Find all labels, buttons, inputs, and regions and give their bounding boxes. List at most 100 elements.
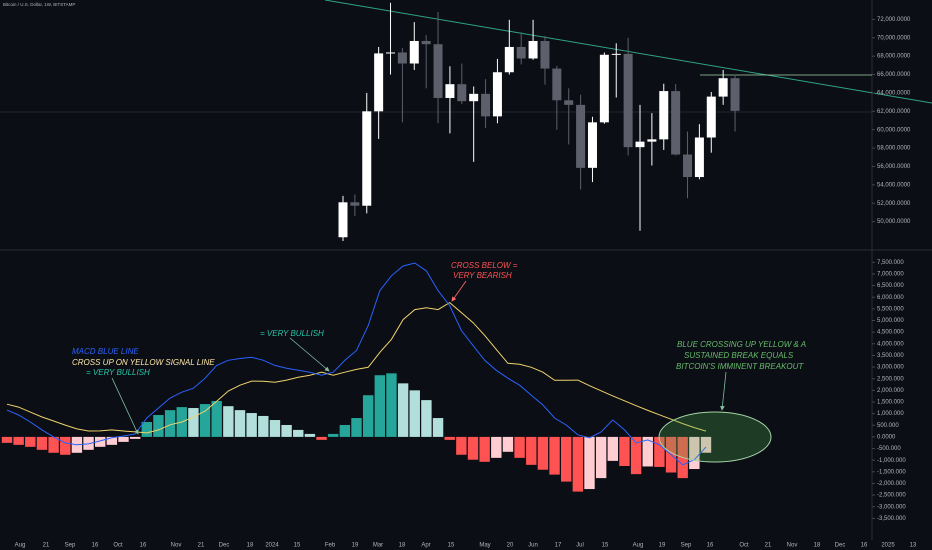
candle-body <box>552 68 562 101</box>
histogram-bar <box>397 383 409 437</box>
histogram-bar <box>199 404 211 437</box>
macd-pane <box>1 262 712 492</box>
histogram-bar <box>491 436 502 458</box>
histogram-bar <box>595 436 607 479</box>
x-tick-label: Apr <box>421 543 430 549</box>
y-tick-label: 4,500.000 <box>877 330 904 336</box>
symbol-title: Bitcoin / U.S. Dollar, 1W, BITSTAMP <box>3 2 75 7</box>
x-tick-label: 18 <box>814 543 821 549</box>
histogram-bar <box>351 418 362 437</box>
candle-body <box>362 111 372 206</box>
candle-body <box>683 154 693 178</box>
x-tick-label: 17 <box>555 543 562 549</box>
histogram-bar <box>83 436 94 450</box>
y-tick-label: 2,500.000 <box>877 376 904 382</box>
histogram-bar <box>153 415 164 437</box>
histogram-bar <box>339 424 351 437</box>
candle-body <box>694 137 704 178</box>
histogram-bar <box>514 436 525 458</box>
candle-body <box>469 93 479 102</box>
histogram-bar <box>13 436 24 445</box>
y-tick-label: 56,000.0000 <box>877 164 911 170</box>
arrow <box>111 377 139 435</box>
histogram-bar <box>211 401 222 437</box>
histogram-bar <box>630 436 642 475</box>
x-tick-label: Dec <box>219 543 230 549</box>
histogram-bar <box>328 433 339 437</box>
x-tick-label: Aug <box>15 543 26 549</box>
y-tick-label: 5,000.000 <box>877 318 904 324</box>
histogram-bar <box>48 436 59 453</box>
candle-body <box>564 100 574 105</box>
x-tick-label: 2024 <box>265 543 279 549</box>
y-tick-label: -1,000.000 <box>877 458 906 464</box>
histogram-bar <box>141 422 152 437</box>
histogram-bar <box>409 390 420 437</box>
price-pane <box>338 2 740 241</box>
histogram-bar <box>188 408 199 437</box>
candle-body <box>374 53 384 112</box>
histogram-bar <box>118 436 129 442</box>
histogram-bar <box>304 433 316 437</box>
histogram-bar <box>95 436 106 447</box>
y-tick-label: 1,500.000 <box>877 400 904 406</box>
y-tick-label: 68,000.0000 <box>877 54 911 60</box>
x-tick-label: 16 <box>707 543 714 549</box>
histogram-bar <box>269 420 281 437</box>
y-tick-label: -3,500.000 <box>877 516 906 522</box>
candle-body <box>338 202 348 238</box>
x-tick-label: Nov <box>171 543 182 549</box>
histogram-bar <box>223 406 234 437</box>
y-tick-label: 50,000.0000 <box>877 219 911 225</box>
histogram-bar <box>549 436 560 475</box>
candle-body <box>611 53 621 55</box>
x-tick-label: 18 <box>247 543 254 549</box>
arrow <box>451 280 467 302</box>
histogram-bar <box>374 375 385 437</box>
candle-body <box>671 91 681 155</box>
y-tick-label: 500.000 <box>877 423 899 429</box>
histogram-bar <box>654 436 665 467</box>
candle-body <box>730 78 740 111</box>
axes: 50,000.0000 52,000.0000 54,000.0000 56,000.… <box>15 17 917 549</box>
candle-body <box>421 40 431 45</box>
annotation: = VERY BULLISH <box>86 368 150 377</box>
candle-body <box>457 84 467 102</box>
histogram-bar <box>281 424 292 437</box>
annotation: BITCOIN'S IMMINENT BREAKOUT <box>676 362 804 371</box>
candle-body <box>409 40 419 64</box>
candle-body <box>433 44 443 98</box>
y-tick-label: 5,500.000 <box>877 306 904 312</box>
histogram-bar <box>234 410 246 437</box>
histogram-bar <box>689 436 700 470</box>
annotation: VERY BEARISH <box>453 271 512 280</box>
histogram-bar <box>456 436 467 455</box>
candle-body <box>635 141 645 148</box>
candle-body <box>516 46 526 59</box>
x-tick-label: 21 <box>43 543 50 549</box>
candle-body <box>599 54 609 123</box>
histogram-bar <box>129 436 141 439</box>
annotation: MACD BLUE LINE <box>72 347 139 356</box>
histogram-bar <box>444 436 455 440</box>
x-tick-label: 16 <box>861 543 868 549</box>
y-tick-label: 7,000.000 <box>877 272 904 278</box>
x-tick-label: Jun <box>528 543 538 549</box>
candle-body <box>504 46 514 73</box>
candle-body <box>492 72 502 117</box>
candle-body <box>397 52 407 64</box>
x-tick-label: 21 <box>198 543 205 549</box>
y-tick-label: 52,000.0000 <box>877 201 911 207</box>
histogram-bar <box>561 436 572 482</box>
x-tick-label: 15 <box>294 543 301 549</box>
x-tick-label: 15 <box>448 543 455 549</box>
histogram-bar <box>164 410 176 437</box>
y-tick-label: 4,000.000 <box>877 341 904 347</box>
candle-body <box>623 53 633 148</box>
y-tick-label: 6,000.000 <box>877 295 904 301</box>
x-tick-label: 16 <box>92 543 99 549</box>
y-tick-label: -2,000.000 <box>877 481 906 487</box>
y-tick-label: 62,000.0000 <box>877 109 911 115</box>
histogram-bar <box>572 436 584 492</box>
